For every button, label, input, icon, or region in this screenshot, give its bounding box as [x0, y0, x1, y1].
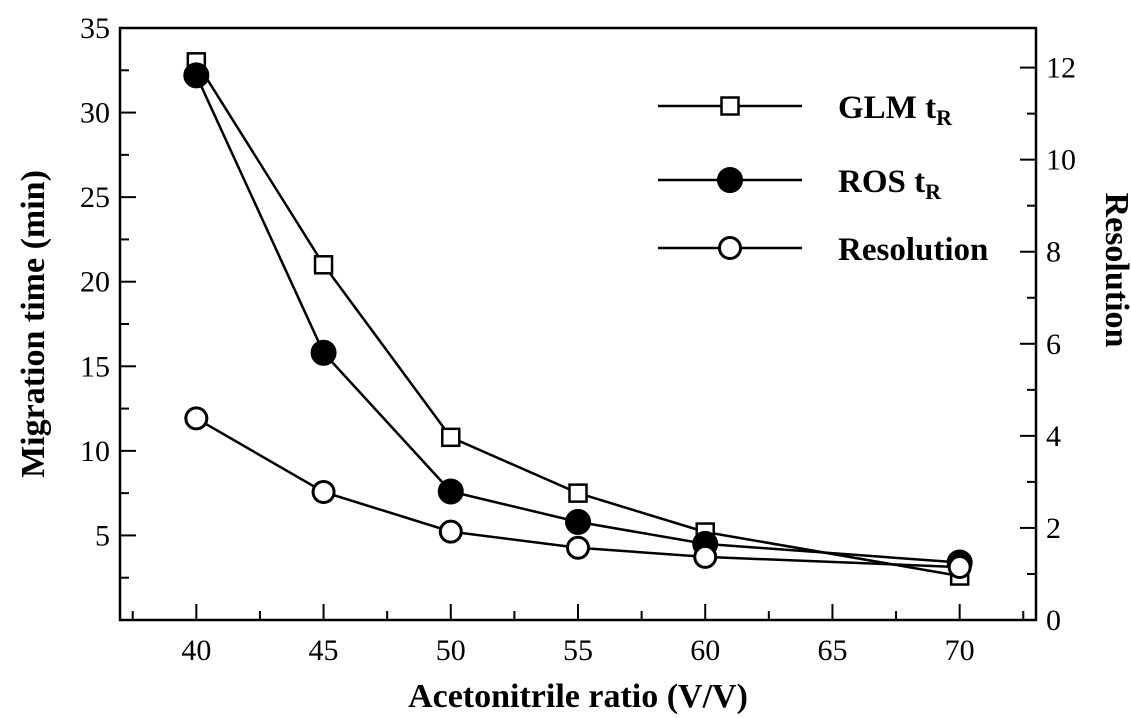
data-point-resolution [311, 480, 336, 505]
y2-tick-label: 10 [1046, 144, 1076, 177]
legend-label-main: ROS t [838, 164, 925, 200]
x-tick-label: 55 [563, 634, 593, 667]
legend-label-main: Resolution [838, 232, 988, 268]
data-point-resolution [693, 544, 718, 569]
y-tick-label: 35 [80, 12, 110, 45]
series-lines [195, 61, 960, 578]
y2-tick-label: 12 [1046, 52, 1076, 85]
x-axis-label: Acetonitrile ratio (V/V) [408, 678, 748, 715]
data-point-ros [183, 62, 210, 89]
series-line-resolution [195, 417, 960, 569]
y-tick-label: 5 [95, 519, 110, 552]
y-tick-label: 20 [80, 266, 110, 299]
y-tick-label: 25 [80, 181, 110, 214]
x-tick-label: 70 [945, 634, 975, 667]
legend-label-subscript: R [925, 179, 942, 204]
legend-marker [717, 167, 743, 193]
x-tick-label: 60 [690, 634, 720, 667]
x-tick-label: 40 [181, 634, 211, 667]
y2-tick-label: 6 [1046, 328, 1061, 361]
series-markers [183, 52, 973, 586]
y2-tick-label: 0 [1046, 604, 1061, 637]
data-point-ros [437, 478, 464, 505]
x-tick-label: 50 [436, 634, 466, 667]
y-axis-label: Migration time (min) [15, 170, 52, 478]
data-point-resolution [438, 519, 463, 544]
legend-marker [720, 96, 740, 116]
y2-tick-label: 2 [1046, 512, 1061, 545]
x-tick-label: 65 [817, 634, 847, 667]
data-point-glm [313, 255, 334, 275]
legend-label: GLM tR [838, 90, 953, 130]
data-point-glm [568, 483, 588, 503]
legend-label: Resolution [838, 232, 988, 268]
legend-marker [718, 236, 742, 260]
legend-label-main: GLM t [838, 90, 936, 126]
series-line-glm [195, 61, 960, 578]
series-line-ros [195, 74, 960, 564]
y2-tick-label: 8 [1046, 236, 1061, 269]
y-tick-label: 30 [80, 97, 110, 130]
data-point-ros [310, 339, 337, 366]
y2-axis-label: Resolution [1098, 193, 1131, 348]
y2-tick-label: 4 [1046, 420, 1061, 453]
data-point-resolution [184, 406, 209, 431]
legend-label: ROS tR [838, 164, 942, 204]
y-tick-label: 15 [80, 350, 110, 383]
y-tick-label: 10 [80, 435, 110, 468]
x-tick-label: 45 [309, 634, 339, 667]
data-point-resolution [947, 555, 972, 580]
data-point-glm [441, 427, 461, 448]
data-point-resolution [566, 535, 590, 560]
legend-label-subscript: R [936, 105, 953, 130]
data-point-ros [565, 508, 591, 535]
axis-ticks: 40 45 50 55 60 65 70 5 10 15 20 25 30 35 0 2 4 6 8 10 12 [80, 12, 1076, 667]
